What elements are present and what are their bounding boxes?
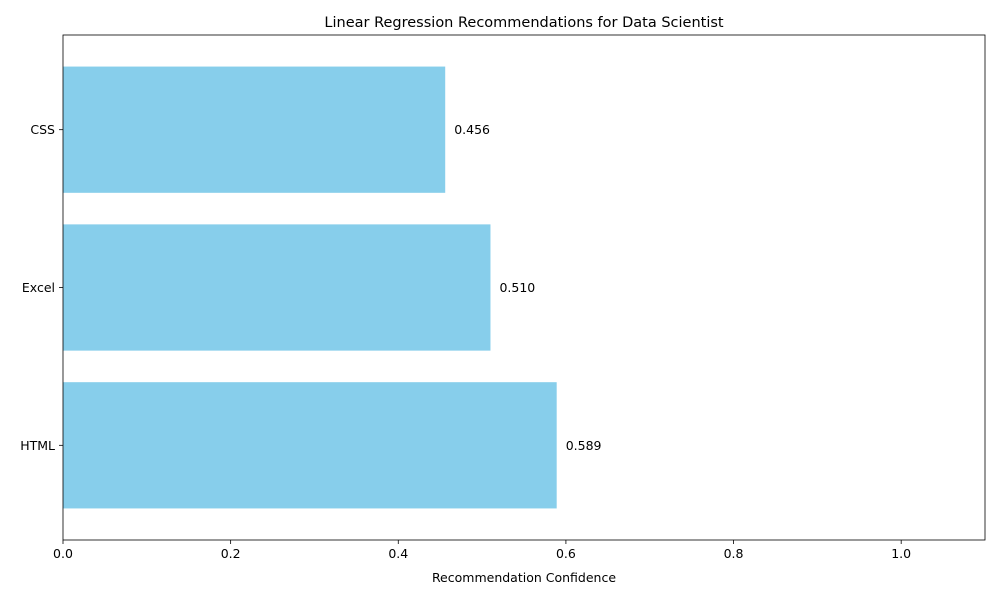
chart-title: Linear Regression Recommendations for Da… bbox=[324, 15, 724, 31]
value-label-html: 0.589 bbox=[566, 438, 602, 453]
x-tick-label: 0.4 bbox=[388, 546, 408, 561]
plot-frame bbox=[62, 34, 986, 541]
x-tick-label: 0.2 bbox=[221, 546, 241, 561]
x-tick-label: 0.6 bbox=[556, 546, 576, 561]
bar-excel bbox=[63, 224, 491, 351]
y-tick-label-html: HTML bbox=[20, 438, 55, 453]
bar-css bbox=[63, 66, 446, 193]
axes-layer: HTML Excel CSS 0.0 0.2 0.4 0.6 0.8 1.0 bbox=[20, 34, 986, 561]
value-label-excel: 0.510 bbox=[499, 280, 535, 295]
y-tick-label-css: CSS bbox=[30, 122, 55, 137]
y-tick-label-excel: Excel bbox=[22, 280, 55, 295]
bar-html bbox=[63, 382, 557, 509]
x-tick-label: 0.8 bbox=[724, 546, 744, 561]
x-tick-label: 1.0 bbox=[891, 546, 911, 561]
x-tick-label: 0.0 bbox=[53, 546, 73, 561]
bars-layer: 0.589 0.510 0.456 bbox=[63, 66, 602, 509]
value-label-css: 0.456 bbox=[454, 122, 490, 137]
x-axis-label: Recommendation Confidence bbox=[432, 570, 616, 585]
